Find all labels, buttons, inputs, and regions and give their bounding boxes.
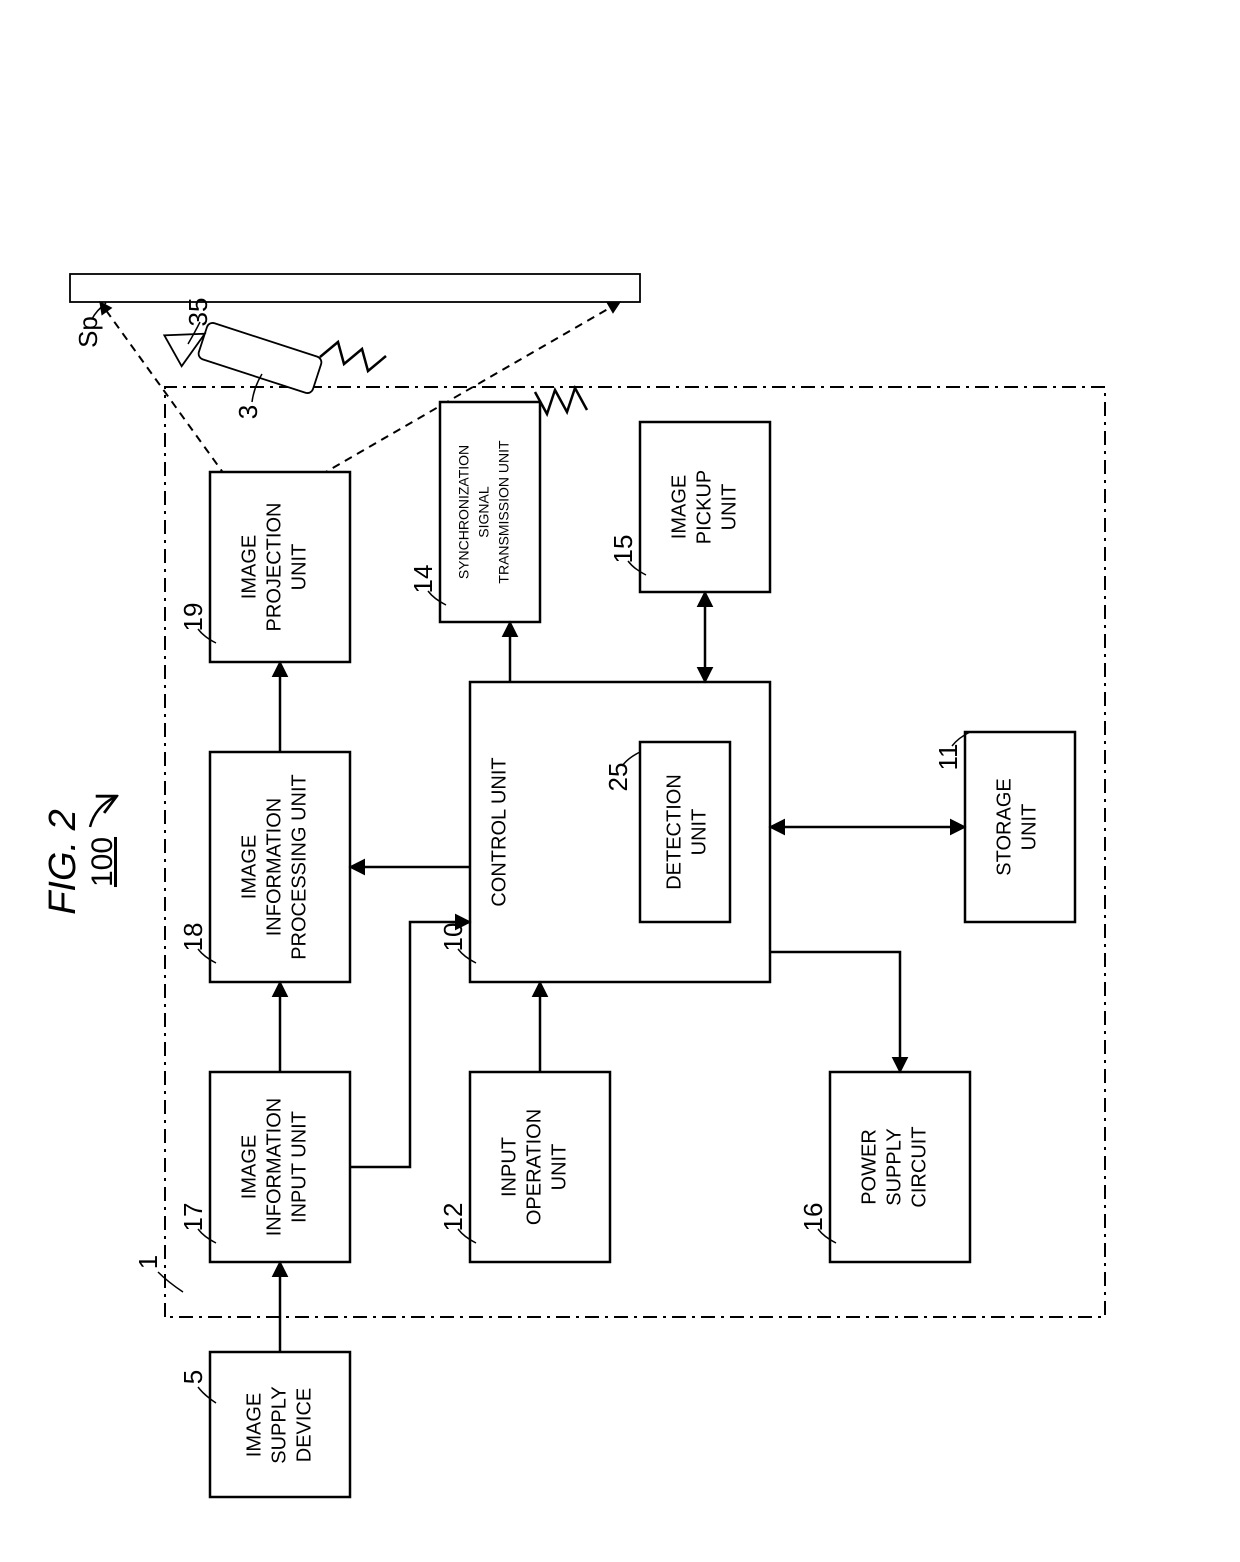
svg-text:DETECTION: DETECTION [663,774,685,890]
svg-text:IMAGE: IMAGE [238,1135,260,1199]
node-ctrl: 10 CONTROL UNIT 25 DETECTION UNIT [438,682,770,982]
svg-text:INPUT UNIT: INPUT UNIT [288,1111,310,1223]
svg-text:15: 15 [608,535,638,564]
pointer-tip-num: 35 [183,298,213,327]
edge-input-ctrl [350,922,470,1167]
svg-text:SUPPLY: SUPPLY [268,1386,290,1463]
svg-text:PROCESSING UNIT: PROCESSING UNIT [288,774,310,960]
edge-ctrl-power [770,952,900,1072]
svg-text:CONTROL UNIT: CONTROL UNIT [488,757,510,906]
svg-text:UNIT: UNIT [548,1144,570,1191]
svg-text:17: 17 [178,1203,208,1232]
pointer-device [157,321,323,394]
svg-text:SYNCHRONIZATION: SYNCHRONIZATION [456,445,472,579]
node-pickup: 15 IMAGE PICKUP UNIT [608,422,770,592]
svg-text:19: 19 [178,603,208,632]
svg-text:INFORMATION: INFORMATION [263,798,285,937]
svg-text:IMAGE: IMAGE [238,535,260,599]
svg-text:STORAGE: STORAGE [993,778,1015,875]
ref-pointer [90,797,115,827]
screen [70,274,640,302]
svg-text:18: 18 [178,923,208,952]
svg-text:UNIT: UNIT [1018,804,1040,851]
svg-text:10: 10 [438,923,468,952]
boundary-leader [158,1272,183,1292]
svg-text:INPUT: INPUT [498,1137,520,1197]
pen-signal [320,342,386,371]
figure-title: FIG. 2 [42,809,84,915]
svg-text:11: 11 [933,744,963,771]
figure-canvas: FIG. 2 100 1 Sp 3 35 5 I [0,0,1240,1562]
svg-text:IMAGE: IMAGE [668,475,690,539]
svg-text:UNIT: UNIT [288,544,310,591]
node-supply: 5 IMAGE SUPPLY DEVICE [178,1352,350,1497]
svg-text:SIGNAL: SIGNAL [476,486,492,538]
svg-text:SUPPLY: SUPPLY [883,1128,905,1205]
svg-text:TRANSMISSION UNIT: TRANSMISSION UNIT [496,440,512,584]
svg-text:CIRCUIT: CIRCUIT [908,1126,930,1207]
svg-text:POWER: POWER [858,1129,880,1205]
pickup-signal [535,388,587,414]
figure-ref: 100 [86,837,119,887]
svg-text:INFORMATION: INFORMATION [263,1098,285,1237]
svg-text:IMAGE: IMAGE [238,835,260,899]
svg-text:5: 5 [178,1370,208,1384]
svg-text:IMAGE: IMAGE [243,1393,265,1457]
svg-text:PICKUP: PICKUP [693,470,715,544]
node-power: 16 POWER SUPPLY CIRCUIT [798,1072,970,1262]
node-sync: 14 SYNCHRONIZATION SIGNAL TRANSMISSION U… [408,402,540,622]
svg-text:DEVICE: DEVICE [293,1388,315,1462]
svg-text:16: 16 [798,1203,828,1232]
node-proj: 19 IMAGE PROJECTION UNIT [178,472,350,662]
pointer-num: 3 [233,405,263,419]
screen-label: Sp [73,316,103,348]
svg-text:14: 14 [408,565,438,594]
svg-text:25: 25 [603,763,633,792]
node-proc: 18 IMAGE INFORMATION PROCESSING UNIT [178,752,350,982]
svg-text:UNIT: UNIT [688,809,710,856]
svg-text:PROJECTION: PROJECTION [263,503,285,632]
svg-text:12: 12 [438,1203,468,1232]
svg-text:UNIT: UNIT [718,484,740,531]
svg-text:OPERATION: OPERATION [523,1109,545,1225]
node-op: 12 INPUT OPERATION UNIT [438,1072,610,1262]
boundary-label: 1 [133,1255,163,1269]
node-input: 17 IMAGE INFORMATION INPUT UNIT [178,1072,350,1262]
